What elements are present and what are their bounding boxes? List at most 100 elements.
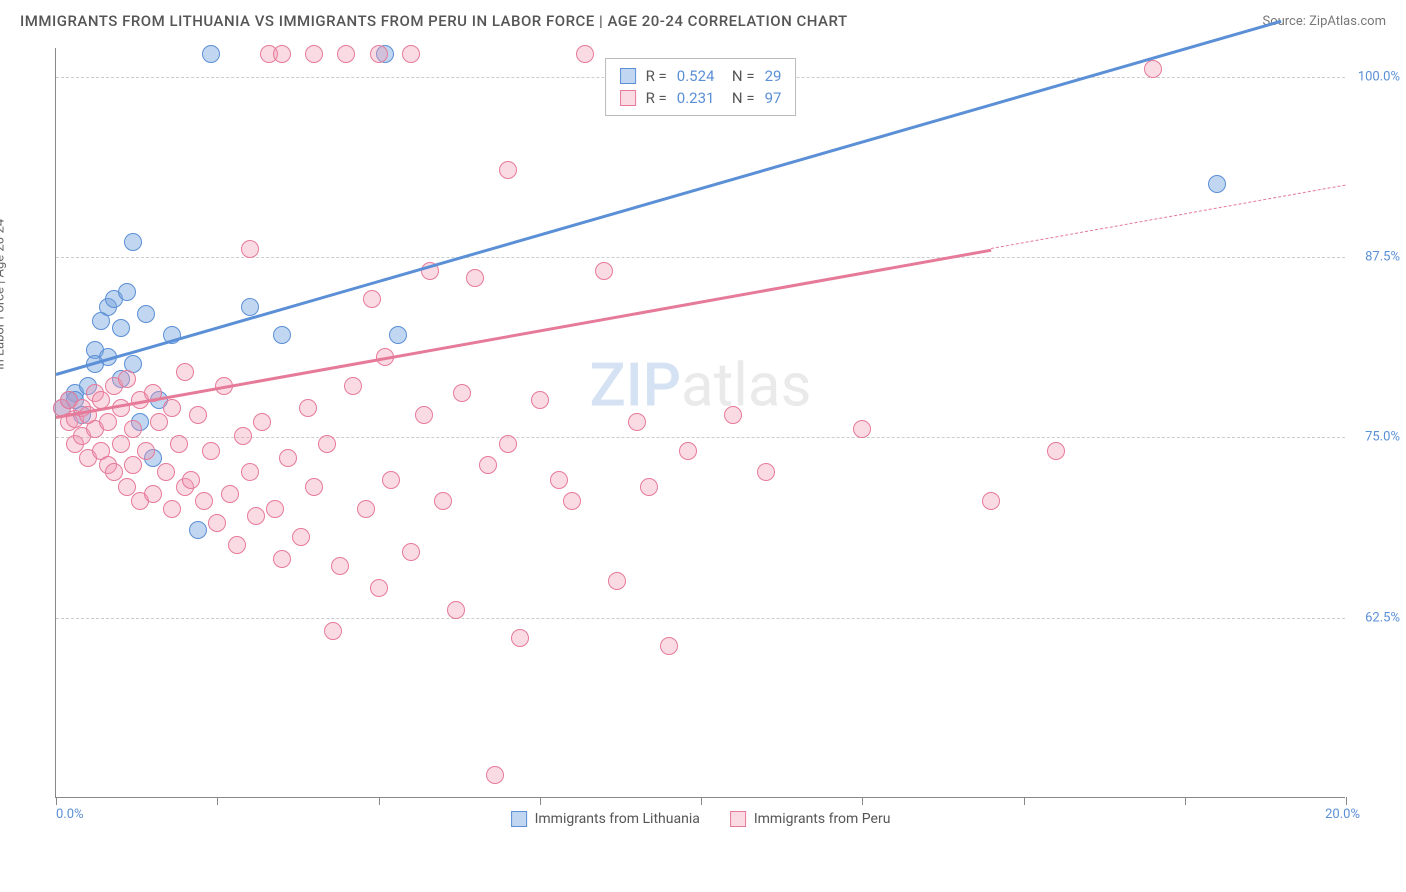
y-axis-title: In Labor Force | Age 20-24 (0, 219, 8, 370)
scatter-point (189, 521, 207, 539)
scatter-point (228, 536, 246, 554)
x-tick (379, 797, 380, 805)
x-end-label: 20.0% (1325, 807, 1360, 822)
scatter-point (124, 456, 142, 474)
scatter-point (99, 413, 117, 431)
scatter-point (292, 528, 310, 546)
scatter-point (402, 543, 420, 561)
legend-swatch (620, 68, 636, 84)
scatter-point (608, 572, 626, 590)
scatter-point (576, 45, 594, 63)
scatter-point (679, 442, 697, 460)
scatter-point (273, 326, 291, 344)
y-tick-label: 62.5% (1365, 610, 1400, 625)
scatter-point (318, 435, 336, 453)
y-tick-label: 87.5% (1365, 250, 1400, 265)
scatter-point (150, 413, 168, 431)
scatter-point (118, 370, 136, 388)
scatter-point (182, 471, 200, 489)
stat-n-label: N = (724, 67, 754, 85)
scatter-point (202, 442, 220, 460)
scatter-point (305, 478, 323, 496)
scatter-point (447, 601, 465, 619)
scatter-point (415, 406, 433, 424)
watermark: ZIPatlas (590, 350, 812, 421)
stat-n-value: 97 (765, 89, 782, 107)
scatter-point (357, 500, 375, 518)
stat-r-label: R = (646, 67, 667, 85)
scatter-point (1047, 442, 1065, 460)
x-tick (701, 797, 702, 805)
y-tick-label: 100.0% (1358, 69, 1400, 84)
scatter-point (331, 557, 349, 575)
scatter-point (137, 305, 155, 323)
x-tick (540, 797, 541, 805)
scatter-point (370, 45, 388, 63)
x-tick (1024, 797, 1025, 805)
scatter-point (105, 463, 123, 481)
scatter-point (1144, 60, 1162, 78)
scatter-point (466, 269, 484, 287)
scatter-point (279, 449, 297, 467)
scatter-point (124, 233, 142, 251)
scatter-point (453, 384, 471, 402)
x-start-label: 0.0% (56, 807, 84, 822)
x-tick (1346, 797, 1347, 805)
scatter-point (434, 492, 452, 510)
scatter-point (247, 507, 265, 525)
stat-r-label: R = (646, 89, 667, 107)
x-tick (1185, 797, 1186, 805)
scatter-point (982, 492, 1000, 510)
plot-area: ZIPatlas 62.5%75.0%87.5%100.0%0.0%20.0%R… (55, 48, 1345, 798)
scatter-point (112, 319, 130, 337)
legend-swatch (730, 811, 746, 827)
scatter-point (511, 629, 529, 647)
scatter-point (241, 240, 259, 258)
scatter-point (324, 622, 342, 640)
chart-title: IMMIGRANTS FROM LITHUANIA VS IMMIGRANTS … (20, 12, 848, 30)
stats-row: R = 0.524 N = 29 (620, 65, 782, 87)
x-tick (217, 797, 218, 805)
scatter-point (253, 413, 271, 431)
scatter-point (170, 435, 188, 453)
scatter-point (1208, 175, 1226, 193)
scatter-point (499, 161, 517, 179)
scatter-point (124, 420, 142, 438)
legend-label: Immigrants from Lithuania (535, 811, 700, 827)
scatter-point (531, 391, 549, 409)
scatter-point (479, 456, 497, 474)
scatter-point (266, 500, 284, 518)
stat-n-label: N = (724, 89, 754, 107)
x-tick (862, 797, 863, 805)
scatter-point (370, 579, 388, 597)
scatter-point (344, 377, 362, 395)
legend-label: Immigrants from Peru (754, 811, 891, 827)
scatter-point (144, 485, 162, 503)
series-legend: Immigrants from Lithuania Immigrants from… (511, 811, 891, 827)
scatter-point (499, 435, 517, 453)
chart-container: In Labor Force | Age 20-24 ZIPatlas 62.5… (20, 38, 1386, 838)
scatter-point (221, 485, 239, 503)
scatter-point (305, 45, 323, 63)
scatter-point (202, 45, 220, 63)
stat-n-value: 29 (765, 67, 782, 85)
stats-legend: R = 0.524 N = 29R = 0.231 N = 97 (605, 58, 797, 116)
scatter-point (163, 399, 181, 417)
scatter-point (118, 478, 136, 496)
stats-row: R = 0.231 N = 97 (620, 87, 782, 109)
scatter-point (363, 290, 381, 308)
scatter-point (853, 420, 871, 438)
scatter-point (389, 326, 407, 344)
trend-line-dashed (991, 185, 1346, 249)
x-tick (56, 797, 57, 805)
stat-r-value: 0.231 (677, 89, 715, 107)
scatter-point (118, 283, 136, 301)
scatter-point (273, 550, 291, 568)
scatter-point (660, 637, 678, 655)
scatter-point (195, 492, 213, 510)
scatter-point (176, 363, 194, 381)
scatter-point (486, 766, 504, 784)
scatter-point (299, 399, 317, 417)
scatter-point (757, 463, 775, 481)
scatter-point (628, 413, 646, 431)
